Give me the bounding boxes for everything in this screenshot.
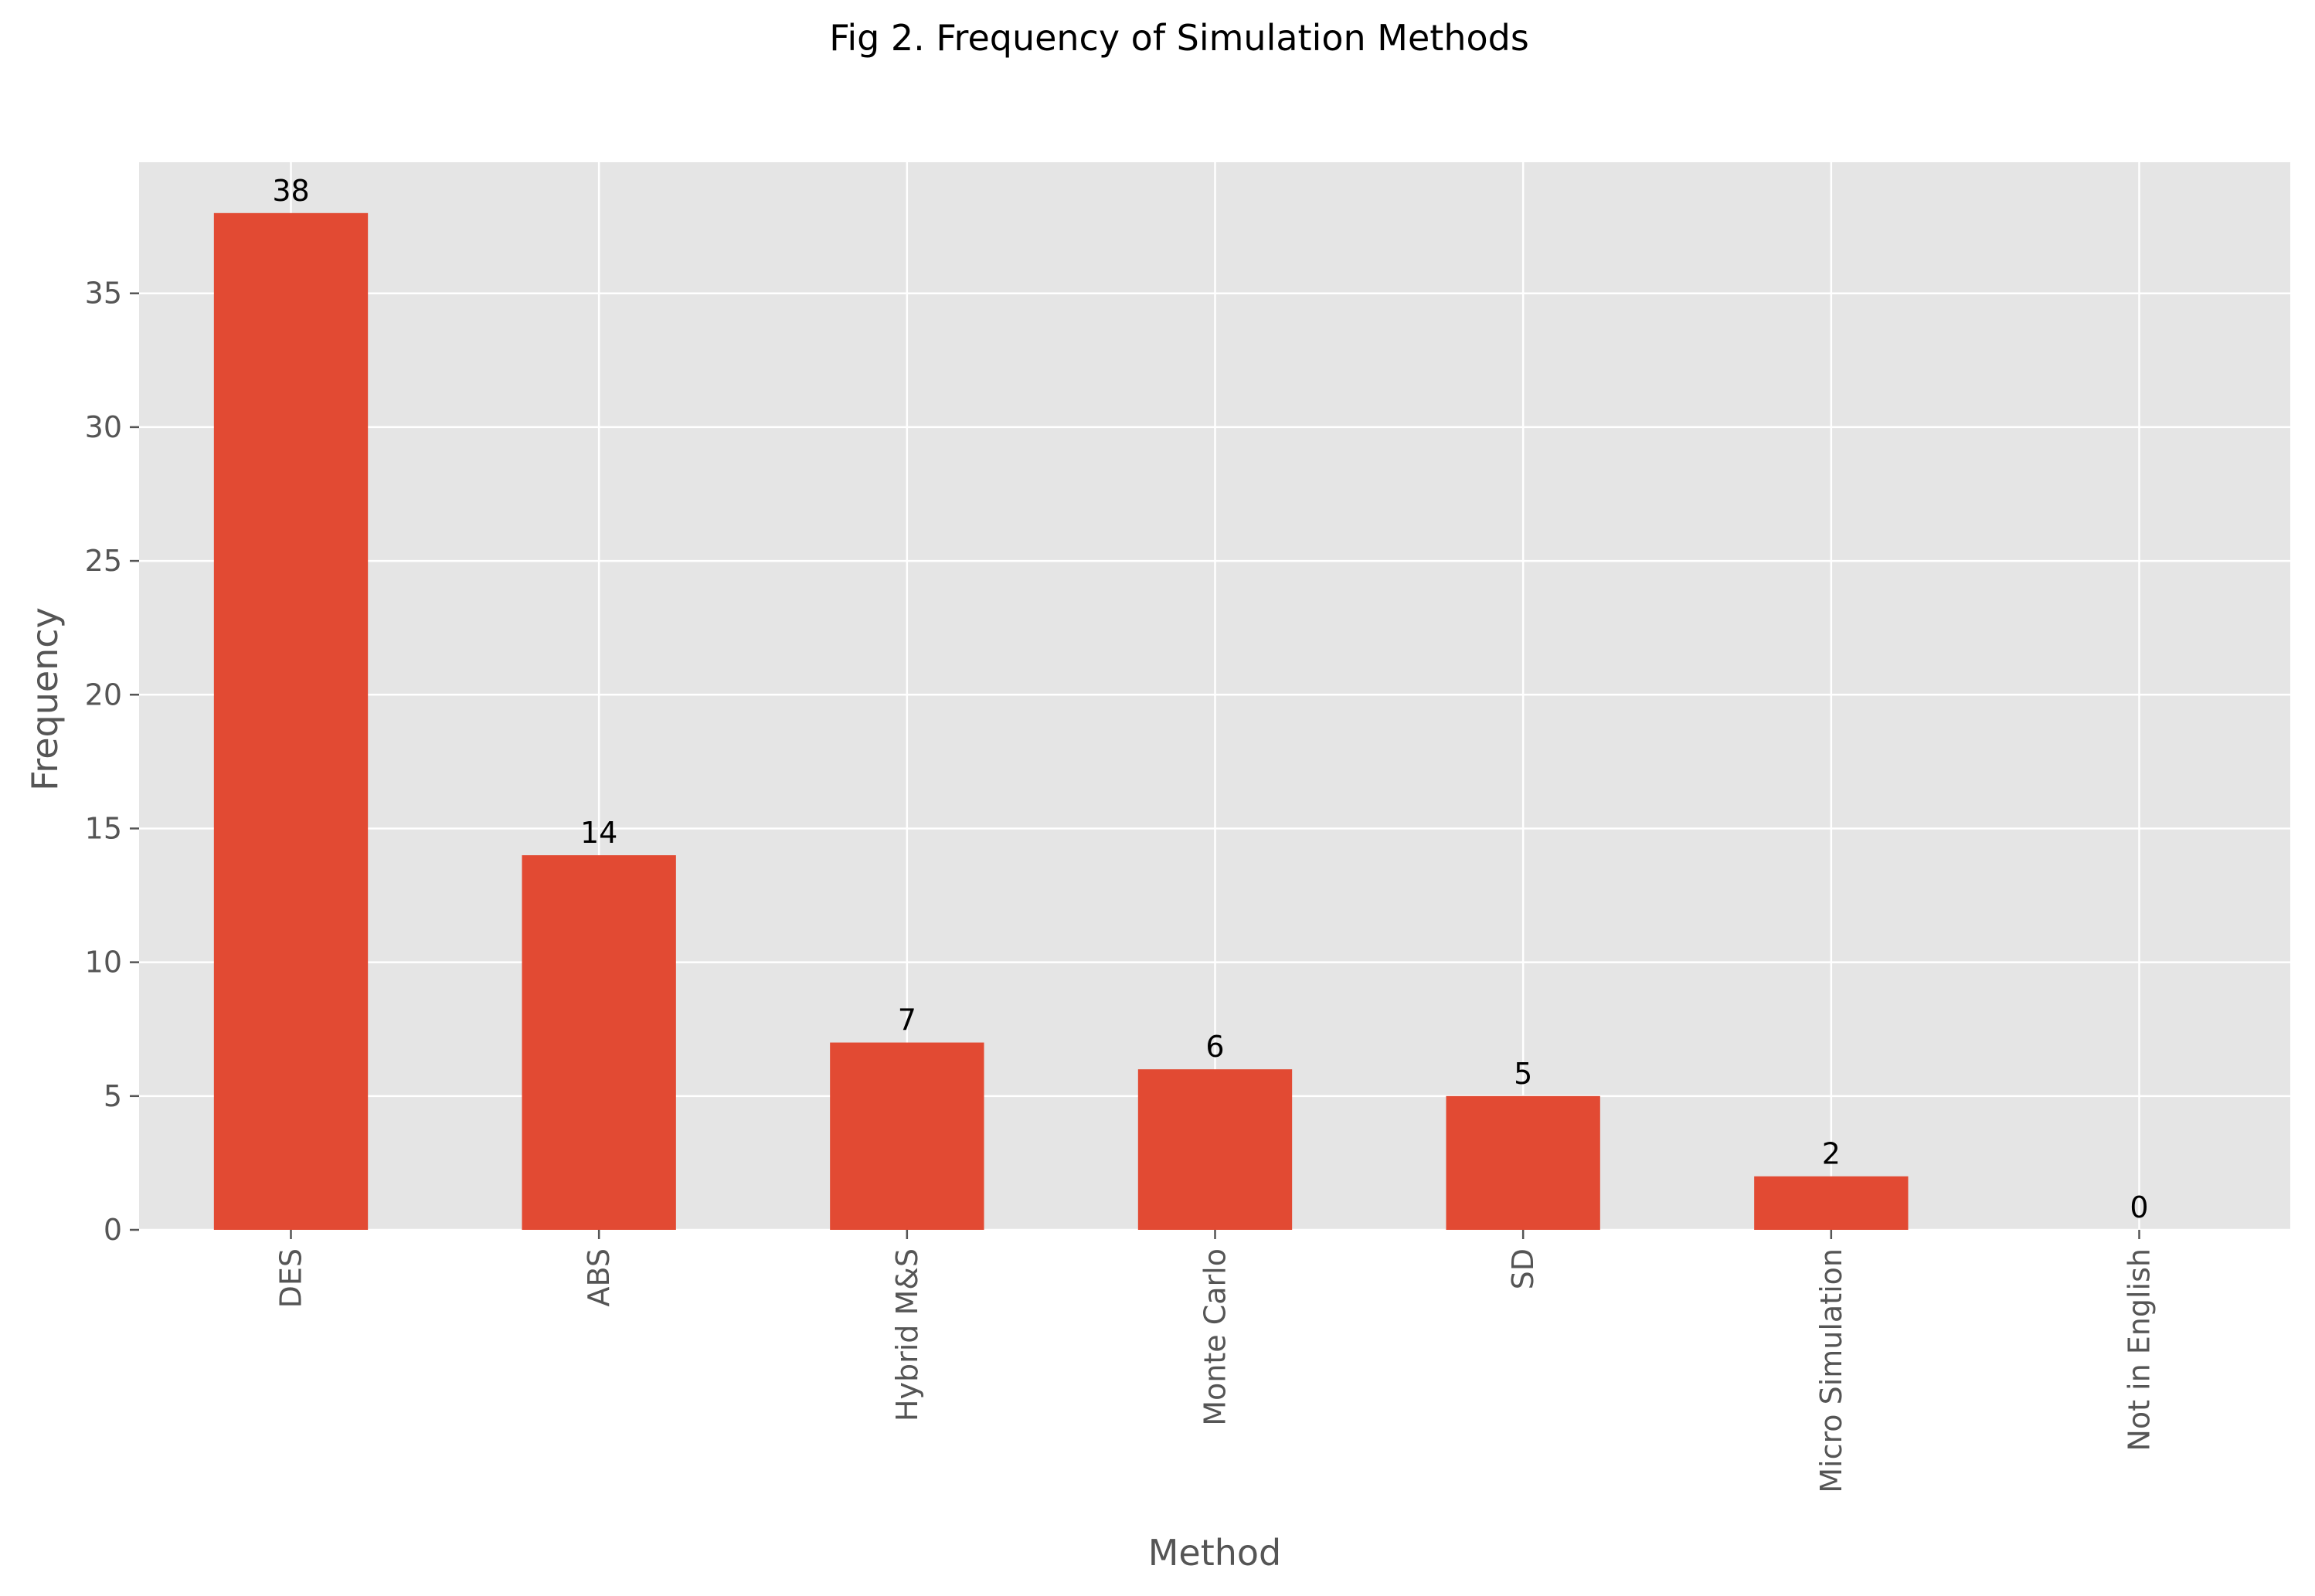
y-tick-label: 15 [85,811,122,845]
data-label: 0 [2130,1190,2148,1224]
chart-title: Fig 2. Frequency of Simulation Methods [829,17,1529,59]
bar-abs [522,855,676,1230]
data-label: 38 [272,174,309,208]
y-axis-ticks: 0 5 10 15 20 25 30 35 [85,277,139,1247]
x-axis-label: Method [1148,1532,1282,1574]
x-tick-label: SD [1506,1248,1540,1289]
bar-hybrid-m-s [830,1042,984,1230]
y-tick-label: 25 [85,544,122,578]
data-labels: 38 14 7 6 5 2 0 [272,174,2148,1224]
data-label: 5 [1514,1057,1532,1091]
x-tick-label: Hybrid M&S [890,1248,924,1421]
bar-sd [1446,1095,1600,1230]
y-axis-label: Frequency [24,607,66,791]
bar-monte-carlo [1137,1069,1293,1230]
x-tick-label: Monte Carlo [1198,1248,1232,1426]
x-tick-label: Micro Simulation [1814,1248,1848,1493]
bar-micro-simulation [1754,1176,1909,1230]
bar-des [213,212,369,1230]
y-tick-label: 0 [104,1213,122,1247]
y-tick-label: 35 [85,277,122,311]
x-tick-label: Not in English [2123,1248,2157,1452]
y-tick-label: 30 [85,410,122,444]
y-tick-label: 10 [85,946,122,980]
data-label: 2 [1822,1137,1841,1171]
bars [213,212,1909,1230]
x-tick-label: DES [274,1248,308,1308]
data-label: 6 [1205,1030,1224,1064]
y-tick-label: 5 [104,1079,122,1113]
x-tick-label: ABS [582,1248,616,1307]
data-label: 7 [898,1003,916,1037]
data-label: 14 [580,816,617,850]
y-tick-label: 20 [85,677,122,711]
x-axis-ticks: DES ABS Hybrid M&S Monte Carlo SD Micro Simul… [274,1230,2157,1493]
